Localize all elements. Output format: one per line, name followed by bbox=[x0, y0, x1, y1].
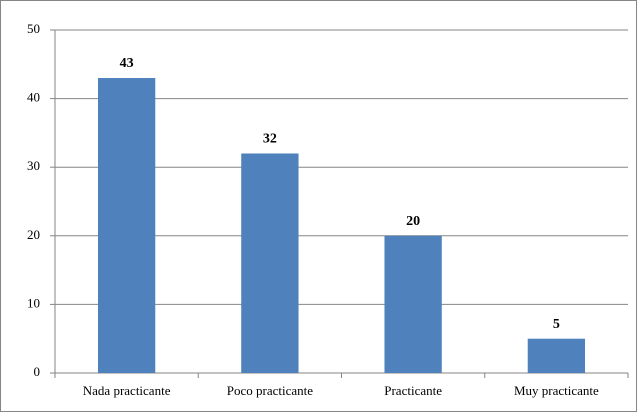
value-label: 32 bbox=[263, 132, 277, 147]
x-tick-label: Practicante bbox=[384, 383, 442, 398]
value-label: 20 bbox=[406, 214, 420, 229]
x-tick-label: Nada practicante bbox=[83, 383, 171, 398]
bar bbox=[527, 338, 586, 373]
y-tick-label: 30 bbox=[27, 158, 40, 173]
y-tick-label: 10 bbox=[27, 295, 40, 310]
x-tick-label: Muy practicante bbox=[514, 383, 599, 398]
value-label: 5 bbox=[553, 317, 560, 332]
x-tick-label: Poco practicante bbox=[227, 383, 313, 398]
y-tick-label: 0 bbox=[34, 364, 41, 379]
bar bbox=[241, 153, 299, 373]
y-tick-label: 20 bbox=[27, 227, 40, 242]
bar bbox=[97, 78, 156, 374]
y-tick-label: 50 bbox=[27, 21, 40, 36]
bar bbox=[384, 235, 442, 373]
value-label: 43 bbox=[120, 56, 134, 71]
y-tick-label: 40 bbox=[27, 90, 40, 105]
